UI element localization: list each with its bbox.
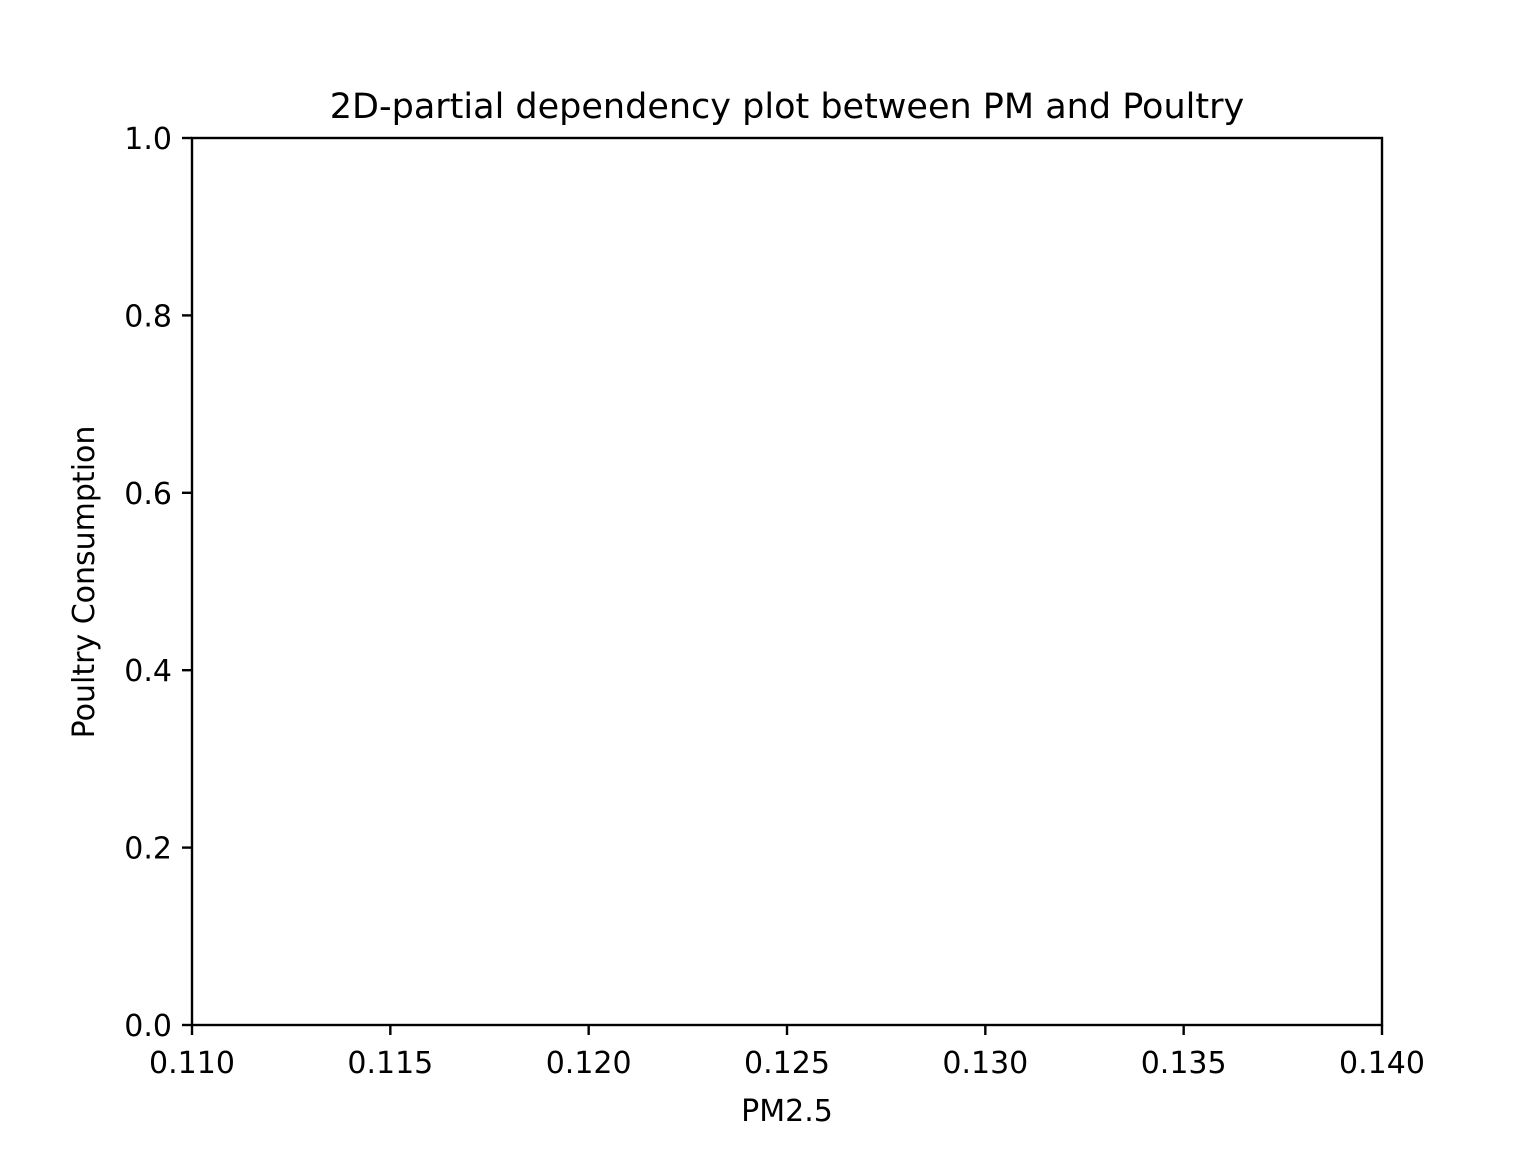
x-tick-label: 0.125 [744, 1046, 830, 1081]
x-axis-title: PM2.5 [741, 1094, 833, 1129]
y-axis-ticks: 0.0 0.2 0.4 0.6 0.8 1.0 [124, 122, 192, 1044]
y-tick-label: 0.8 [124, 299, 172, 334]
y-tick-label: 1.0 [124, 122, 172, 157]
chart-title: 2D-partial dependency plot between PM an… [330, 87, 1244, 127]
y-tick-label: 0.2 [124, 832, 172, 867]
x-tick-label: 0.130 [942, 1046, 1028, 1081]
y-axis-title: Poultry Consumption [67, 426, 102, 739]
y-tick-label: 0.6 [124, 477, 172, 512]
x-tick-label: 0.135 [1141, 1046, 1227, 1081]
x-tick-label: 0.110 [149, 1046, 235, 1081]
x-tick-label: 0.140 [1339, 1046, 1425, 1081]
y-tick-label: 0.4 [124, 654, 172, 689]
plot-area [192, 138, 1382, 1025]
x-axis-ticks: 0.110 0.115 0.120 0.125 0.130 0.135 0.140 [149, 1025, 1425, 1081]
y-tick-label: 0.0 [124, 1009, 172, 1044]
plot-frame [190, 136, 1384, 1027]
x-tick-label: 0.120 [546, 1046, 632, 1081]
x-tick-label: 0.115 [347, 1046, 433, 1081]
